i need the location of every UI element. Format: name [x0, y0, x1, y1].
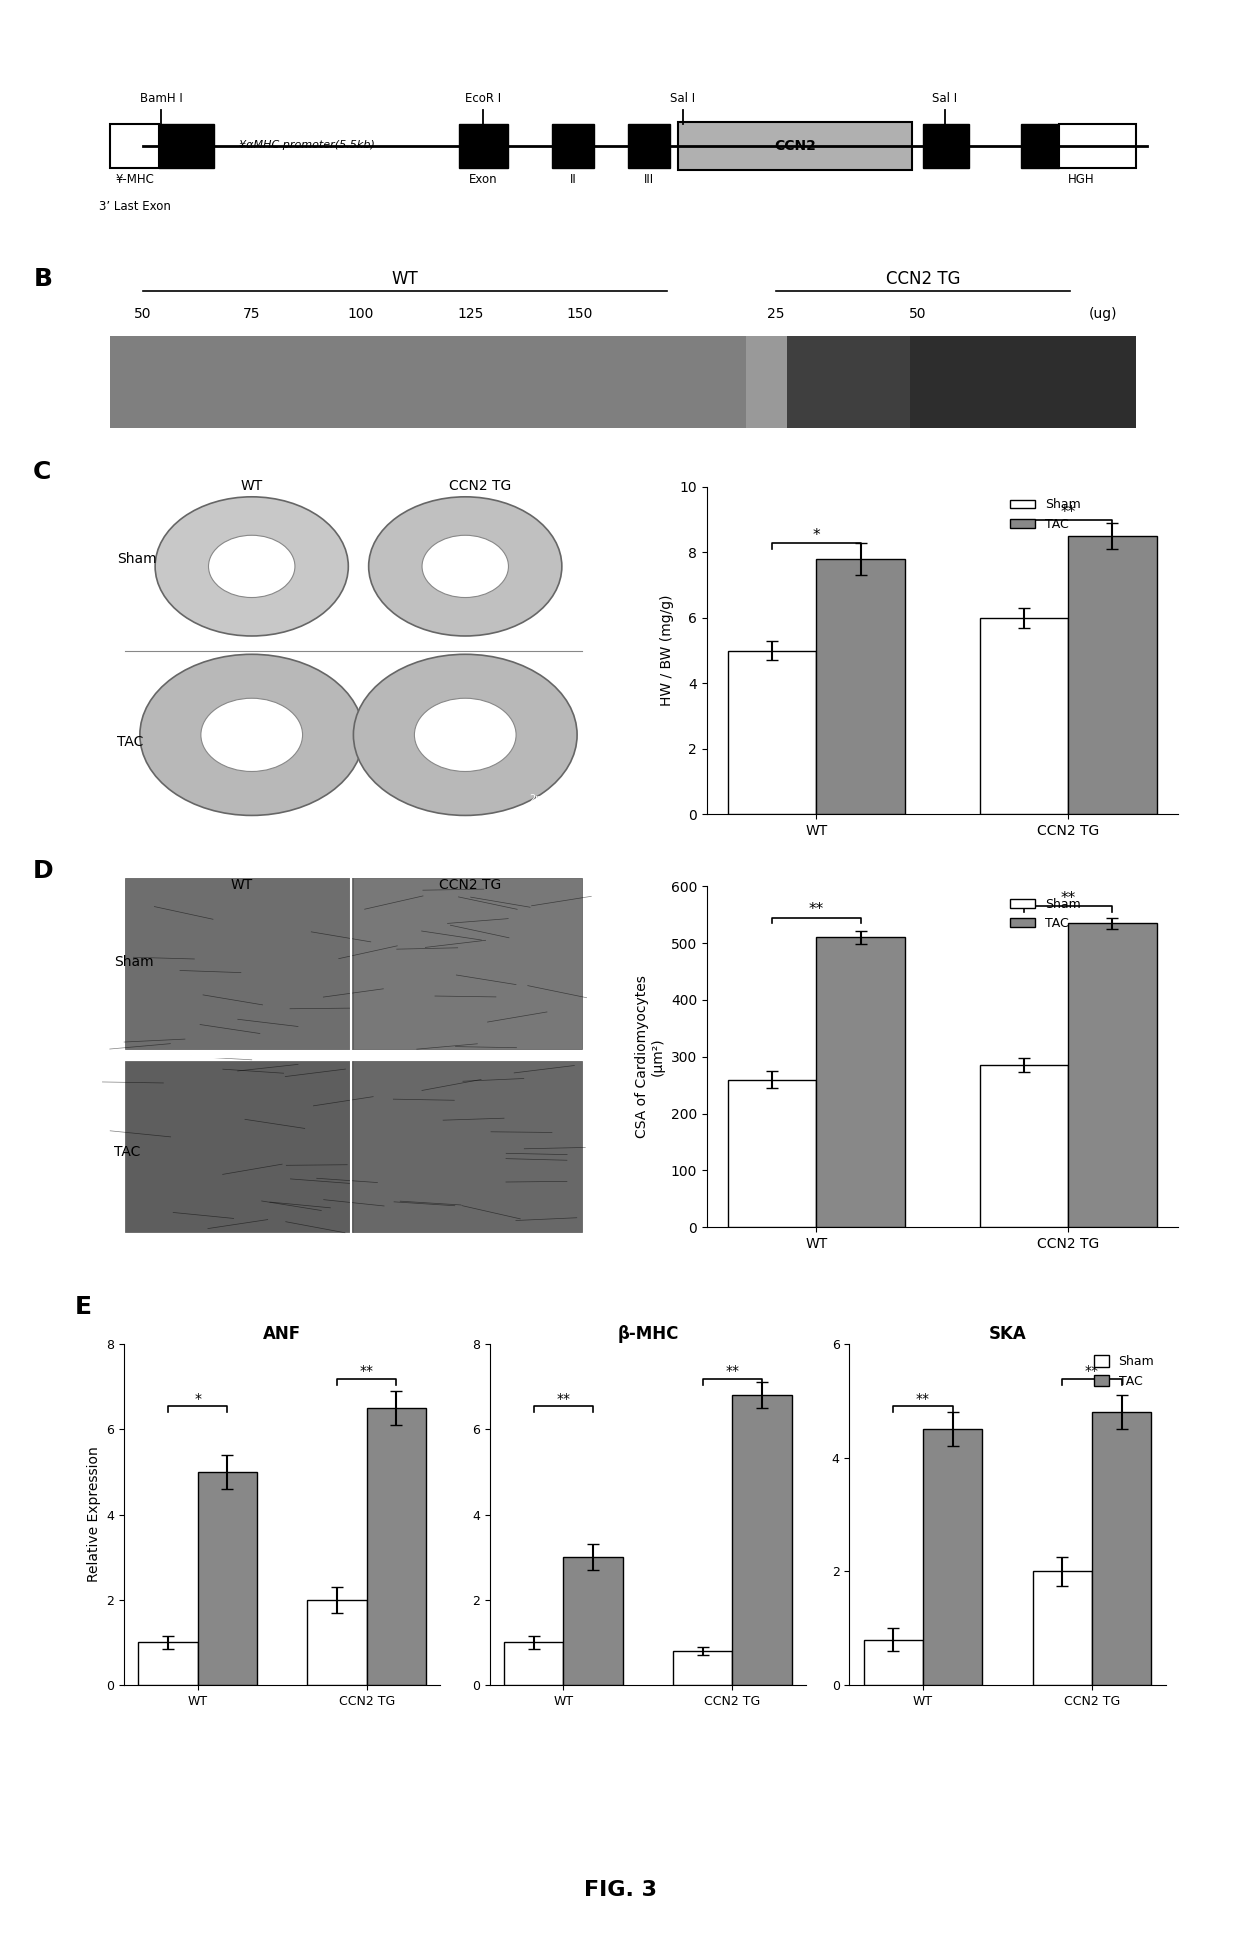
Bar [673, 1652, 733, 1685]
Bar [864, 1640, 923, 1685]
Text: B: B [33, 267, 53, 290]
Circle shape [201, 697, 303, 771]
Text: **: ** [360, 1364, 373, 1379]
Bar [308, 1599, 367, 1685]
Text: WT: WT [392, 269, 418, 288]
Bar [980, 1066, 1069, 1227]
Bar [816, 559, 905, 814]
Bar [1059, 125, 1136, 168]
Bar [367, 1408, 425, 1685]
Text: III: III [644, 173, 655, 185]
Text: E: E [74, 1295, 92, 1319]
Title: SKA: SKA [988, 1325, 1027, 1342]
Circle shape [208, 536, 295, 598]
Legend: Sham, TAC: Sham, TAC [1006, 493, 1086, 536]
Text: FIG. 3: FIG. 3 [584, 1880, 656, 1899]
Bar [923, 1430, 982, 1685]
Text: WT: WT [231, 879, 253, 892]
Circle shape [155, 497, 348, 635]
Text: TAC: TAC [114, 1145, 141, 1159]
Legend: Sham, TAC: Sham, TAC [1089, 1350, 1159, 1393]
Bar [353, 879, 583, 1050]
Text: 50: 50 [909, 308, 926, 321]
Text: CCN2: CCN2 [775, 138, 816, 154]
Text: 100: 100 [348, 308, 374, 321]
Bar [139, 1642, 197, 1685]
Text: TAC: TAC [117, 734, 144, 750]
Bar [459, 125, 508, 168]
Text: *: * [193, 1391, 201, 1406]
Text: 125: 125 [458, 308, 484, 321]
Bar [923, 125, 968, 168]
Text: 2mm: 2mm [529, 795, 554, 805]
Title: β-MHC: β-MHC [618, 1325, 678, 1342]
Bar [728, 1079, 816, 1227]
Bar [552, 125, 594, 168]
Text: Exon: Exon [469, 173, 497, 185]
Text: **: ** [916, 1391, 930, 1406]
Text: 75: 75 [243, 308, 260, 321]
Text: *: * [812, 528, 820, 543]
Text: **: ** [725, 1364, 739, 1379]
Text: D: D [33, 859, 53, 882]
Bar [1069, 923, 1157, 1227]
Bar [505, 1642, 563, 1685]
Text: 150: 150 [567, 308, 593, 321]
Text: **: ** [1060, 890, 1076, 906]
Circle shape [422, 536, 508, 598]
Bar [563, 1556, 622, 1685]
Text: CCN2 TG: CCN2 TG [439, 879, 501, 892]
Text: WT: WT [241, 479, 263, 493]
Text: Sal I: Sal I [671, 92, 696, 105]
Text: CCN2 TG: CCN2 TG [449, 479, 512, 493]
Text: 50: 50 [134, 308, 151, 321]
Text: **: ** [808, 902, 825, 918]
Text: (ug): (ug) [1089, 308, 1117, 321]
Bar [197, 1473, 257, 1685]
Y-axis label: Relative Expression: Relative Expression [87, 1447, 100, 1582]
Text: CCN2 TG: CCN2 TG [885, 269, 960, 288]
Bar [353, 1060, 583, 1231]
Bar [677, 121, 913, 171]
Bar [110, 125, 159, 168]
Bar [1022, 125, 1059, 168]
Circle shape [140, 655, 363, 816]
Text: Sham: Sham [114, 955, 154, 968]
Bar [980, 618, 1069, 814]
Text: BamH I: BamH I [140, 92, 182, 105]
Text: **: ** [1060, 505, 1076, 520]
Y-axis label: HW / BW (mg/g): HW / BW (mg/g) [660, 594, 673, 707]
Bar [816, 937, 905, 1227]
Text: EcoR I: EcoR I [465, 92, 501, 105]
Text: 25: 25 [768, 308, 785, 321]
Bar [124, 879, 353, 1050]
Text: HGH: HGH [1068, 173, 1095, 185]
Bar [1092, 1412, 1151, 1685]
Legend: Sham, TAC: Sham, TAC [1006, 892, 1086, 935]
Circle shape [414, 697, 516, 771]
Text: ¥-MHC: ¥-MHC [115, 173, 155, 185]
Text: C: C [33, 460, 52, 485]
Text: 3’ Last Exon: 3’ Last Exon [99, 201, 171, 212]
Text: ¥αMHC promoter(5.5kb): ¥αMHC promoter(5.5kb) [238, 140, 374, 150]
Text: II: II [569, 173, 577, 185]
Y-axis label: CSA of Cardiomyocytes
(μm²): CSA of Cardiomyocytes (μm²) [635, 976, 665, 1138]
Bar [629, 125, 670, 168]
Circle shape [368, 497, 562, 635]
Text: Sal I: Sal I [932, 92, 957, 105]
Text: Sham: Sham [117, 551, 156, 567]
Bar [159, 125, 213, 168]
Title: ANF: ANF [263, 1325, 301, 1342]
Bar [124, 1060, 353, 1231]
Bar [1069, 536, 1157, 814]
Bar [1033, 1572, 1092, 1685]
Text: **: ** [1085, 1364, 1099, 1379]
Bar [728, 651, 816, 814]
Text: **: ** [557, 1391, 570, 1406]
Bar [733, 1395, 791, 1685]
Circle shape [353, 655, 577, 816]
